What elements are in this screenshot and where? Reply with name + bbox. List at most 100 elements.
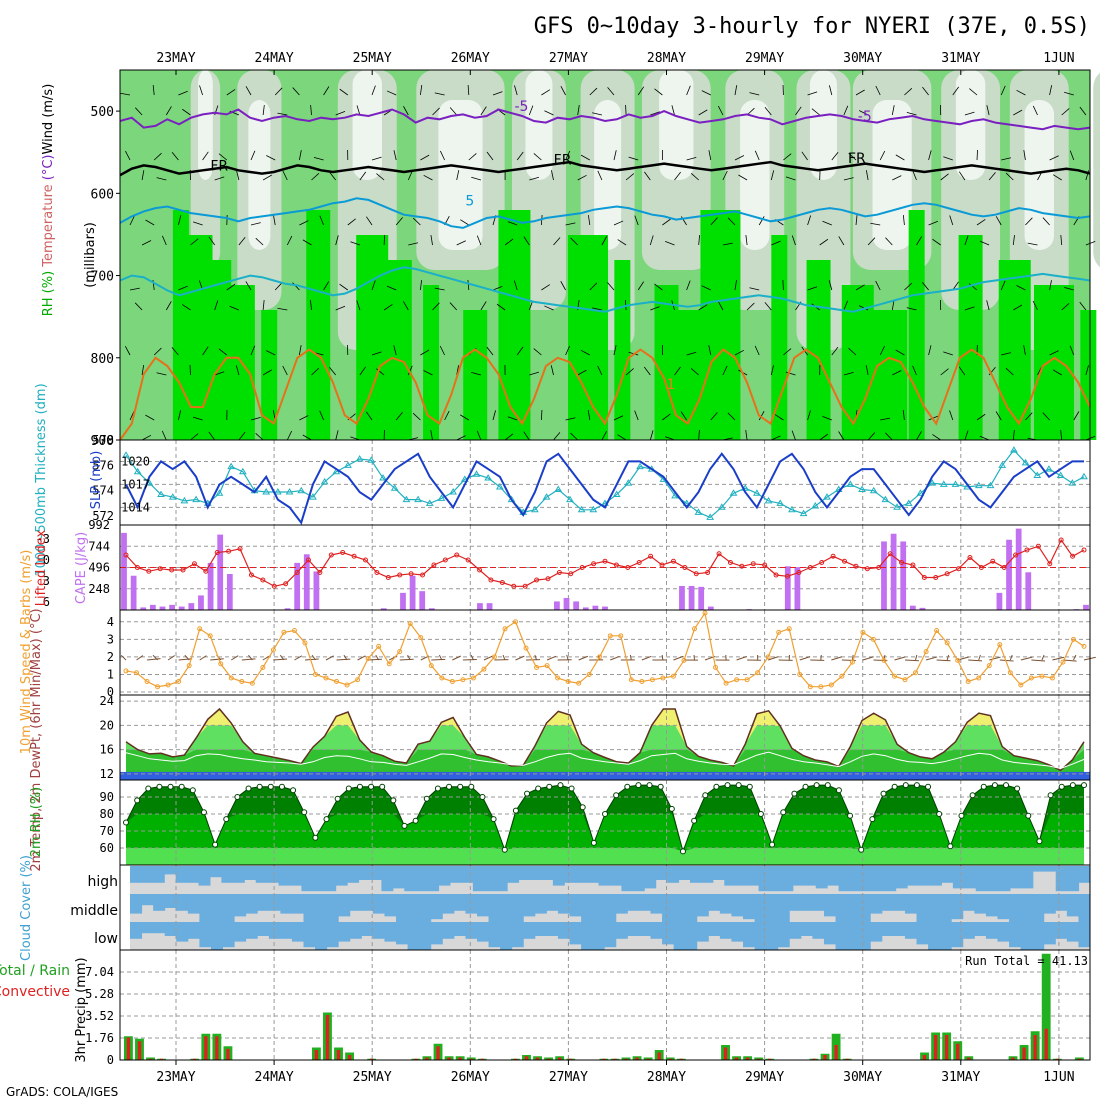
cloud-cell	[442, 894, 455, 914]
wind-barb	[189, 364, 191, 376]
wind-point	[1070, 636, 1076, 642]
wind-barb	[544, 110, 554, 116]
precip-conv-bar	[1055, 1058, 1059, 1060]
wind-barb	[570, 432, 578, 441]
wind-barb	[915, 654, 918, 661]
wind-barb	[597, 170, 603, 181]
lifted-point	[716, 551, 722, 557]
lifted-point	[180, 567, 186, 573]
lifted-point	[214, 550, 220, 555]
wind-barb	[480, 106, 487, 116]
wind-barb	[208, 236, 216, 246]
precip-conv-bar	[535, 1057, 540, 1060]
rh-point	[245, 785, 252, 792]
wind-barb	[541, 409, 543, 421]
wind-barb	[399, 658, 414, 661]
cape-tick-label: 496	[88, 561, 110, 575]
wind-barb	[710, 412, 718, 421]
wind-barb	[238, 431, 246, 441]
cloud-cell	[303, 922, 316, 948]
axis-label-part: 2m Temp, 2m DewPt, (6hr Min/Max) (°C)	[29, 608, 44, 871]
wind-barb	[339, 283, 349, 291]
wind-barb	[192, 416, 203, 421]
precip-tick-label: 1.76	[85, 1031, 114, 1045]
rh-white-patch	[659, 70, 694, 180]
cloud-cell	[453, 922, 466, 936]
cloud-cell	[210, 866, 222, 878]
cloud-cell	[361, 894, 374, 911]
cloud-cell	[488, 894, 501, 922]
cloud-cell	[1032, 866, 1045, 872]
cloud-cell	[222, 922, 235, 948]
wind-barb	[483, 655, 493, 661]
wind-barb	[940, 368, 949, 376]
wind-barb	[1025, 217, 1033, 226]
wind-point	[144, 678, 150, 684]
wind-barb	[250, 222, 261, 226]
wind-barb	[420, 154, 430, 161]
wind-barb	[141, 434, 152, 441]
cape-bar	[1083, 604, 1089, 610]
wind-barb	[673, 655, 684, 661]
rh-dark-column	[568, 235, 609, 440]
thickness-point	[1033, 471, 1042, 479]
cloud-cell	[392, 866, 405, 889]
cloud-cell	[1055, 866, 1068, 892]
wind-point	[881, 657, 887, 663]
rh-point	[323, 816, 330, 823]
precip-conv-bar	[336, 1050, 341, 1060]
wind-barb	[541, 284, 551, 291]
cloud-cell	[546, 922, 559, 936]
cloud-cell	[257, 922, 270, 936]
lifted-tick-label: 3	[43, 574, 50, 588]
lifted-point	[226, 548, 232, 554]
rh-point	[334, 795, 341, 802]
wind-barb	[865, 170, 869, 181]
cloud-cell	[1067, 866, 1080, 892]
wind-barb	[649, 235, 654, 246]
cloud-cell	[823, 894, 837, 917]
cloud-cell	[176, 922, 189, 942]
wind-barb	[329, 171, 337, 181]
wind-barb	[420, 280, 423, 291]
cloud-cell	[349, 922, 362, 939]
wind-barb	[738, 174, 748, 181]
wind-barb	[255, 237, 264, 246]
lifted-point	[1013, 552, 1019, 558]
precip-conv-bar	[745, 1057, 750, 1060]
lifted-point	[670, 558, 676, 564]
wind-barb	[1079, 301, 1087, 311]
wind-barb	[674, 366, 681, 376]
lifted-point	[499, 580, 505, 585]
wind-barb	[1009, 654, 1013, 661]
thickness-point	[157, 490, 165, 498]
thickness-point	[729, 489, 738, 496]
cloud-cell	[1009, 894, 1022, 922]
wind-barb	[722, 365, 728, 376]
wind-barb	[943, 156, 953, 161]
wind-barb	[277, 112, 288, 116]
wind-barb	[371, 85, 376, 96]
wind-barb	[799, 656, 811, 661]
wind-barb	[607, 87, 615, 96]
cloud-cell	[326, 922, 339, 948]
lifted-point	[351, 553, 357, 559]
rh-2m-panel: 60 70 80 90 2m RH (%)	[29, 779, 1091, 866]
wind-point	[344, 682, 350, 688]
cloud-cell	[838, 866, 851, 892]
cloud-cell	[1078, 894, 1091, 922]
wind-point	[670, 673, 676, 679]
thickness-point	[168, 493, 177, 500]
wind-point	[228, 675, 234, 681]
wind-barb	[136, 655, 144, 661]
wind-barb	[407, 654, 411, 661]
wind-barb	[734, 280, 737, 291]
wind-barb	[1031, 659, 1046, 662]
cloud-cell	[438, 866, 451, 886]
wind-point	[1028, 675, 1034, 681]
rh-point	[991, 782, 998, 789]
wind-barb	[329, 366, 337, 376]
wind-point	[355, 677, 361, 683]
wind-barb	[386, 285, 397, 291]
cloud-cell	[800, 894, 813, 911]
